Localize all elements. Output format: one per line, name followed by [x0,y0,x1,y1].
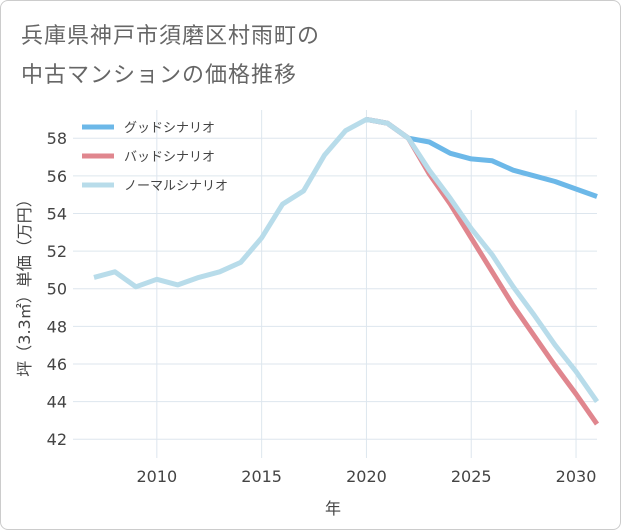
y-tick-label: 52 [47,242,67,261]
series-layer [93,116,600,426]
y-tick-label: 56 [47,167,67,186]
x-tick-label: 2020 [346,467,387,486]
series-line-normal [93,116,600,404]
x-tick-labels: 2010 2015 2020 2025 2030 [136,467,596,486]
x-tick-label: 2030 [556,467,597,486]
y-tick-label: 54 [47,204,67,223]
y-tick-label: 42 [47,430,67,449]
legend-label-good: グッドシナリオ [124,121,215,136]
y-tick-label: 58 [47,129,67,148]
chart-title-line1: 兵庫県神戸市須磨区村雨町の [21,24,321,49]
x-tick-label: 2010 [136,467,177,486]
y-tick-labels: 42 44 46 48 50 52 54 56 58 [47,129,67,449]
legend-label-normal: ノーマルシナリオ [124,179,228,194]
y-axis-title: 坪（3.3㎡）単価（万円） [15,191,34,376]
series-line-bad [365,116,600,426]
grid-y [73,137,597,440]
y-tick-label: 44 [47,393,67,412]
y-tick-label: 46 [47,355,67,374]
legend-label-bad: バッドシナリオ [124,150,215,165]
x-axis-title: 年 [325,499,341,518]
x-tick-label: 2025 [451,467,492,486]
x-tick-label: 2015 [241,467,282,486]
grid-x [156,110,577,458]
y-tick-label: 48 [47,317,67,336]
chart-title-line2: 中古マンションの価格推移 [21,63,298,88]
y-tick-label: 50 [47,280,67,299]
